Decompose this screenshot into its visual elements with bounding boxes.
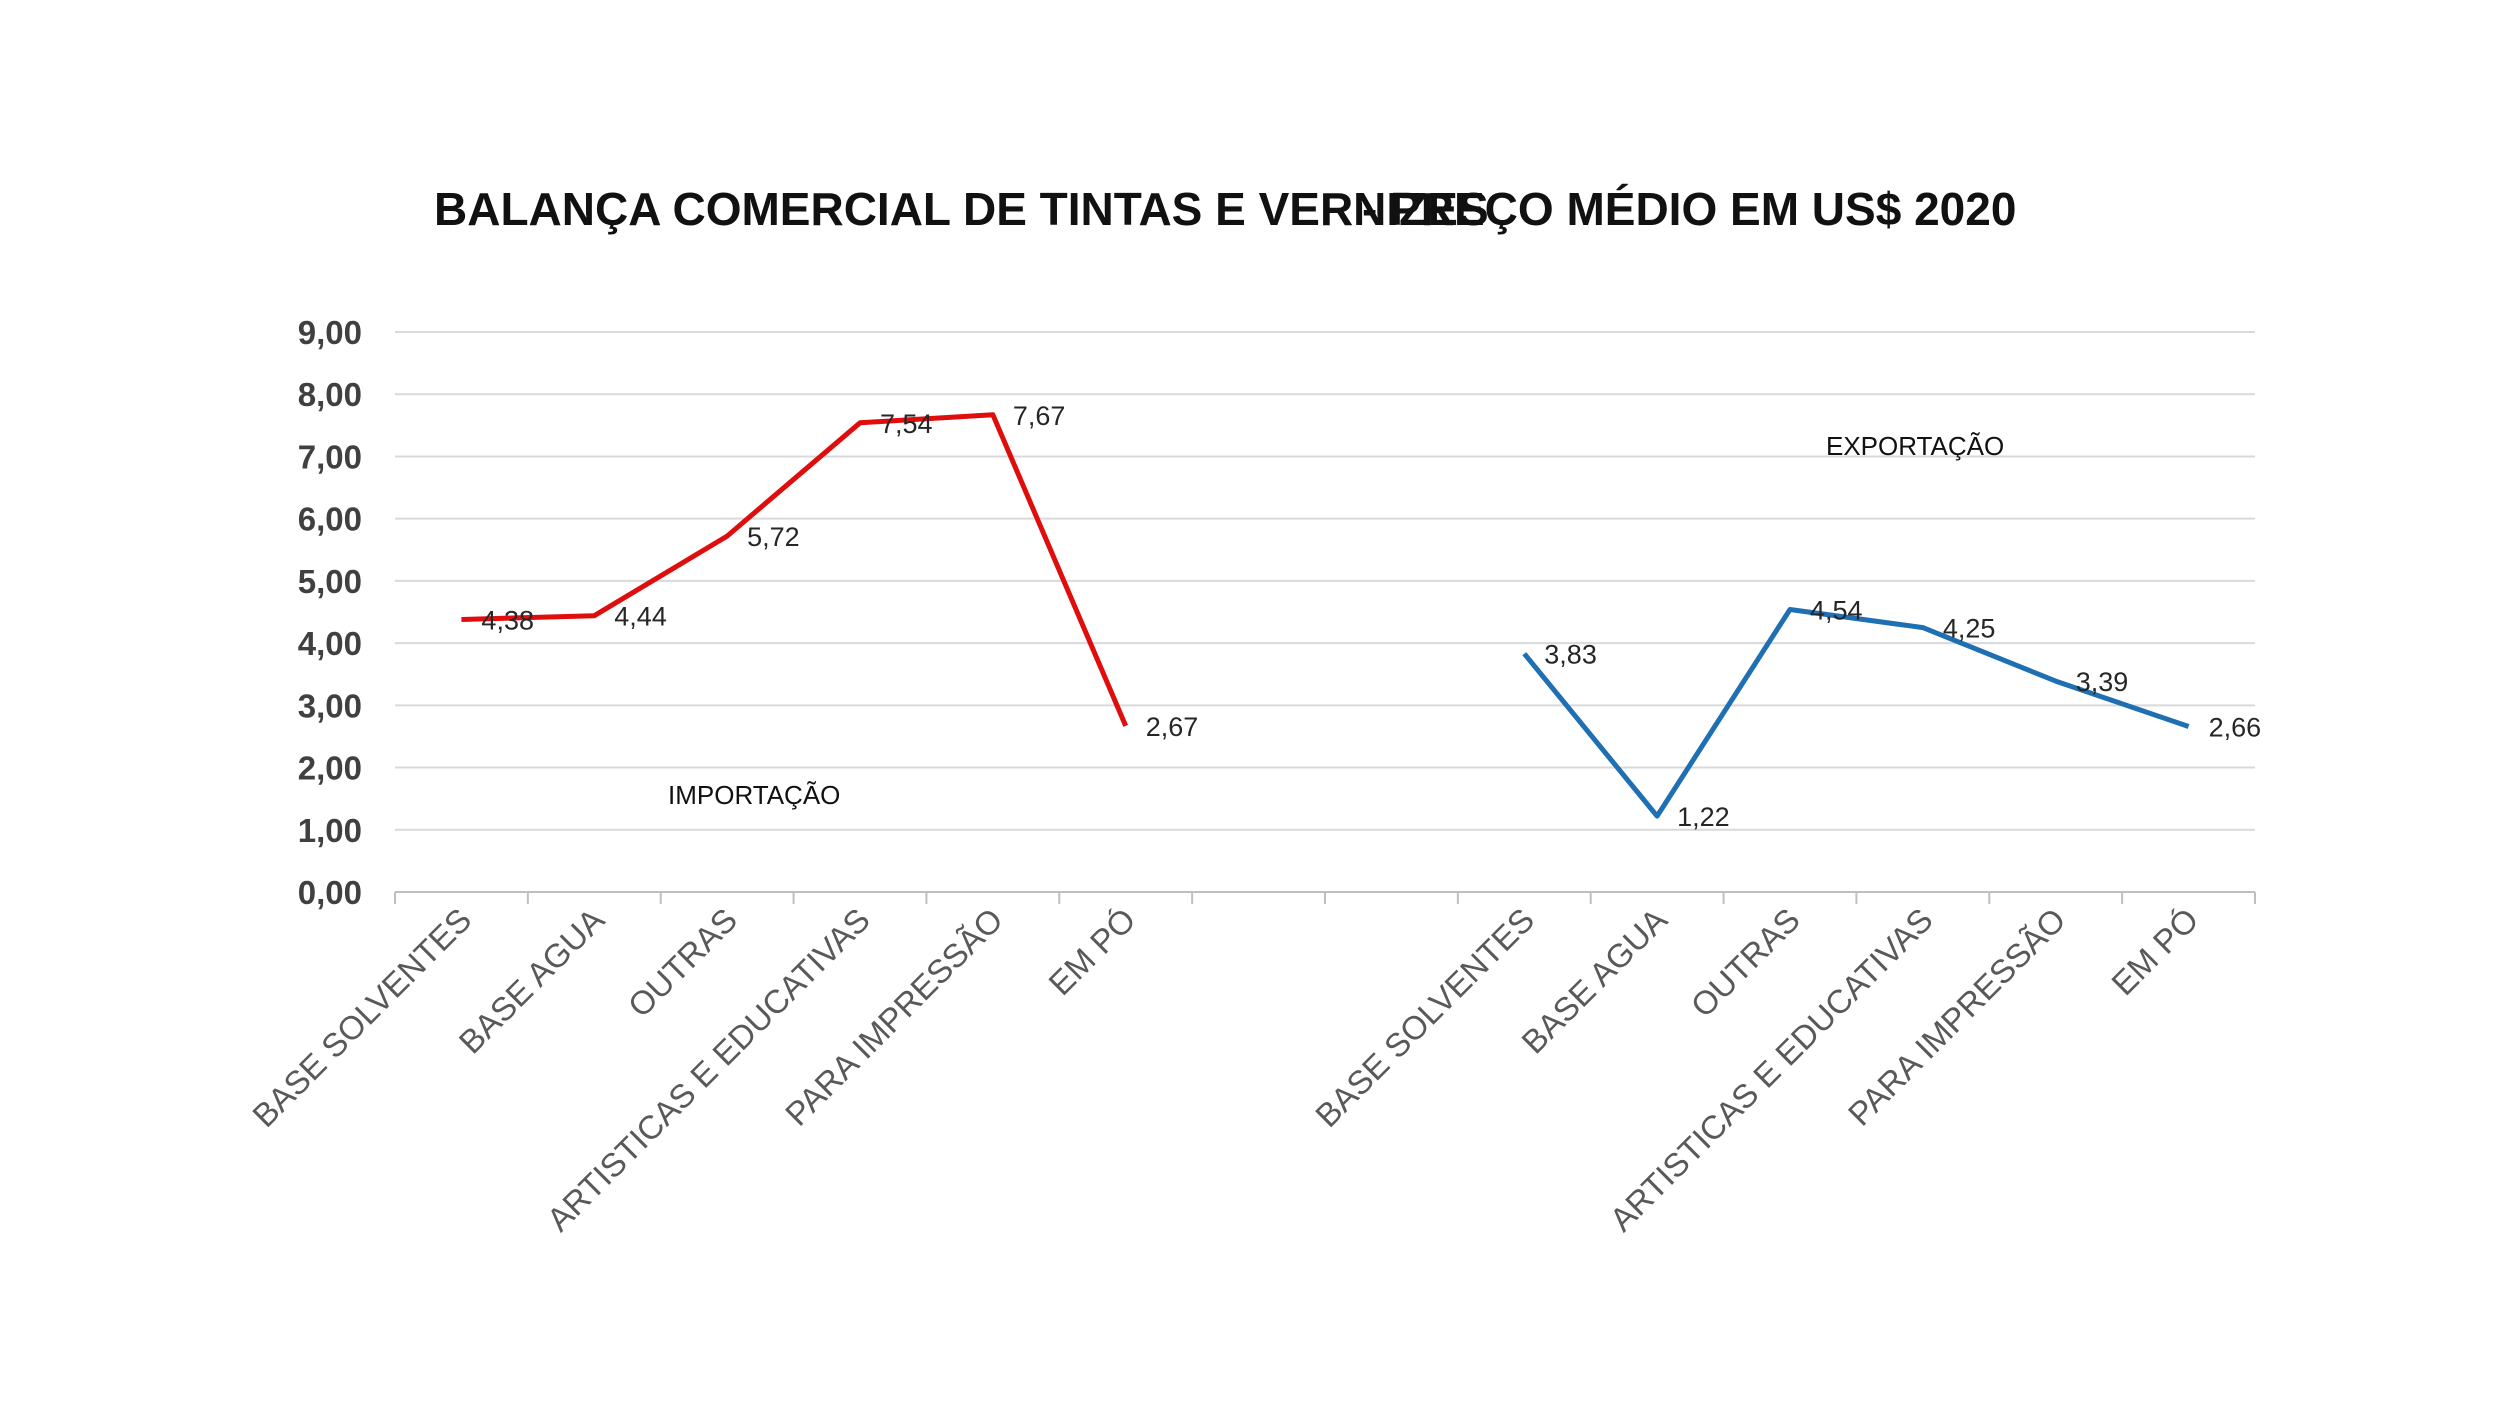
data-label: 1,22	[1677, 802, 1730, 832]
series-label-exportacao: EXPORTAÇÃO	[1826, 431, 2004, 461]
y-tick-label: 6,00	[298, 501, 362, 538]
y-tick-label: 7,00	[298, 438, 362, 475]
data-label: 5,72	[747, 522, 800, 552]
data-label: 4,38	[481, 605, 534, 635]
y-tick-label: 8,00	[298, 376, 362, 413]
data-label: 4,25	[1943, 614, 1996, 644]
series-line-importacao	[461, 412, 1128, 727]
x-tick-label: PARA IMPRESSÃO	[778, 901, 1010, 1133]
x-tick-label: OUTRAS	[621, 901, 744, 1024]
data-label: 3,83	[1544, 640, 1597, 670]
chart-title-part1: BALANÇA COMERCIAL DE TINTAS E VERNIZES	[434, 183, 1489, 235]
data-label: 2,66	[2209, 712, 2262, 742]
data-label: 7,54	[880, 409, 933, 439]
y-tick-label: 5,00	[298, 563, 362, 600]
x-tick-label: BASE SOLVENTES	[1308, 901, 1541, 1134]
y-tick-label: 0,00	[298, 874, 362, 911]
chart-title-part2: - PREÇO MÉDIO EM US$ 2020	[1362, 183, 2016, 235]
data-label: 3,39	[2076, 667, 2129, 697]
y-tick-label: 9,00	[298, 314, 362, 351]
x-tick-label: OUTRAS	[1684, 901, 1807, 1024]
series-line-exportacao	[1522, 607, 2190, 819]
y-tick-label: 3,00	[298, 687, 362, 724]
data-label: 7,67	[1013, 401, 1066, 431]
y-tick-label: 1,00	[298, 812, 362, 849]
data-label: 4,54	[1810, 596, 1863, 626]
x-tick-label: EM PÓ	[2104, 901, 2205, 1002]
y-tick-label: 2,00	[298, 750, 362, 787]
y-tick-label: 4,00	[298, 625, 362, 662]
gridlines	[395, 331, 2255, 893]
data-labels: 4,38 4,44 5,72 7,54 7,67 2,67 3,83 1,22 4,54 4,25…	[481, 401, 2261, 832]
series-label-importacao: IMPORTAÇÃO	[668, 780, 840, 810]
y-axis: 0,00 1,00 2,00 3,00 4,00 5,00 6,00 7,00 8,00 9,00	[298, 314, 362, 911]
data-label: 2,67	[1146, 712, 1199, 742]
data-label: 4,44	[614, 602, 667, 632]
series-lines	[461, 412, 2190, 819]
x-tick-label: BASE SOLVENTES	[245, 901, 478, 1134]
x-tick-label: PARA IMPRESSÃO	[1841, 901, 2073, 1133]
x-tick-label: EM PÓ	[1041, 901, 1142, 1002]
